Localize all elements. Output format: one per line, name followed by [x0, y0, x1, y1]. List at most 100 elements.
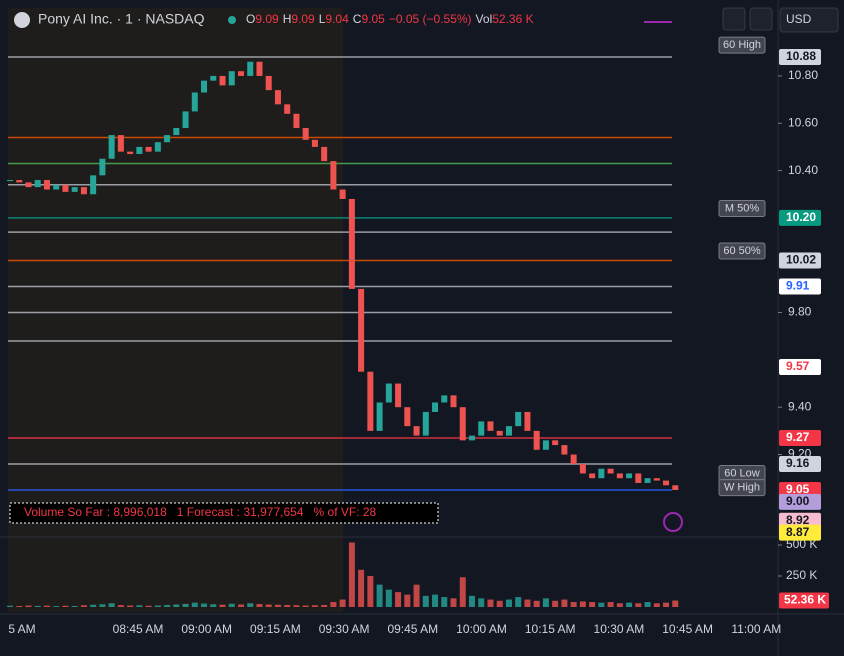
currency-label: USD [786, 12, 812, 26]
candle [524, 411, 531, 431]
volume-bar [367, 576, 374, 607]
candle [80, 187, 87, 195]
symbol-title[interactable]: Pony AI Inc. · 1 · NASDAQ [38, 11, 205, 27]
candle [533, 430, 540, 450]
volume-bar [330, 602, 337, 607]
candle [108, 135, 115, 159]
level-label-box [718, 479, 766, 497]
price-tag-label: 8.87 [786, 525, 810, 539]
alert-icon[interactable] [663, 512, 683, 532]
volume-bar [644, 602, 651, 607]
volume-bar [71, 606, 78, 607]
candle [145, 146, 152, 152]
volume-bar [358, 569, 365, 607]
candle [635, 473, 642, 483]
level-label-box [718, 242, 766, 260]
volume-bar [616, 603, 623, 607]
volume-bar [62, 605, 69, 607]
volume-info-box [9, 502, 439, 524]
candle [459, 407, 466, 441]
ohlc-label: H [283, 12, 292, 26]
volume-bar [672, 600, 679, 607]
candle [7, 180, 13, 182]
price-tag [779, 456, 821, 472]
price-tag [779, 209, 821, 226]
level-label: 60 50% [723, 245, 761, 257]
x-tick-label: 11:00 AM [731, 622, 781, 636]
volume-bar [561, 599, 568, 607]
volume-bar [450, 598, 457, 607]
x-tick-label: 09:00 AM [181, 622, 232, 636]
price-tag-label: 8.92 [786, 513, 810, 527]
volume-bar [7, 605, 13, 607]
volume-bar [43, 605, 50, 607]
price-tag [779, 493, 821, 510]
volume-bar [191, 602, 198, 607]
candle [210, 75, 217, 81]
volume-bar [598, 602, 605, 607]
volume-bar [459, 577, 466, 607]
volume-bar [117, 605, 124, 607]
volume-bar [136, 605, 143, 607]
candle [404, 407, 411, 427]
candle [653, 478, 660, 481]
candle [570, 454, 577, 464]
candle [598, 468, 605, 479]
ohlc-label: Vol [476, 12, 493, 26]
candle [561, 445, 568, 455]
currency-button[interactable] [779, 7, 839, 33]
volume-bar [413, 584, 420, 607]
candle [505, 426, 512, 436]
volume-bar [376, 584, 383, 607]
candle [616, 473, 623, 479]
candle [607, 468, 614, 474]
vol-tag [779, 592, 829, 609]
volume-bar [219, 604, 226, 607]
candle [441, 395, 448, 403]
price-tag-label: 9.05 [786, 482, 810, 496]
candle [43, 180, 50, 190]
x-tick-label: 09:15 AM [250, 622, 301, 636]
ohlc-label: C [353, 12, 362, 26]
y-tick-label: 10.80 [788, 68, 818, 82]
price-tag-label: 9.16 [786, 456, 810, 470]
vol-tick-label: 500 K [786, 537, 817, 551]
volume-bar [228, 603, 235, 607]
reset-button[interactable] [749, 7, 773, 31]
candle [330, 161, 337, 190]
volume-bar [173, 604, 180, 607]
vol-tick-label: 250 K [786, 568, 817, 582]
volume-bar [256, 604, 263, 607]
volume-bar [478, 598, 485, 607]
scroll-button[interactable] [722, 7, 746, 31]
candle [395, 383, 402, 408]
candle [626, 473, 633, 479]
ohlc-value: 9.04 [325, 12, 349, 26]
level-label-box [718, 199, 766, 217]
candle [469, 435, 475, 441]
candle [432, 402, 439, 412]
ohlc-value: 9.05 [361, 12, 385, 26]
volume-bar [201, 603, 208, 607]
volume-bar [321, 605, 328, 607]
candle [219, 75, 226, 86]
candle [53, 184, 60, 190]
candle [228, 71, 235, 86]
volume-bar [80, 605, 87, 607]
candle [552, 440, 559, 446]
ohlc-label: L [319, 12, 326, 26]
volume-bar [496, 600, 503, 607]
price-tag [779, 358, 821, 375]
candle [579, 464, 586, 474]
volume-bar [293, 605, 300, 607]
x-tick-label: 5 AM [8, 622, 35, 636]
volume-bar [487, 599, 494, 607]
price-tag-label: 10.02 [786, 253, 816, 267]
volume-bar [284, 605, 291, 607]
candle [25, 182, 32, 188]
candle [478, 421, 485, 436]
market-status-dot [228, 16, 236, 24]
volume-bar [339, 599, 346, 607]
candle [496, 430, 503, 436]
volume-bar [570, 602, 577, 607]
